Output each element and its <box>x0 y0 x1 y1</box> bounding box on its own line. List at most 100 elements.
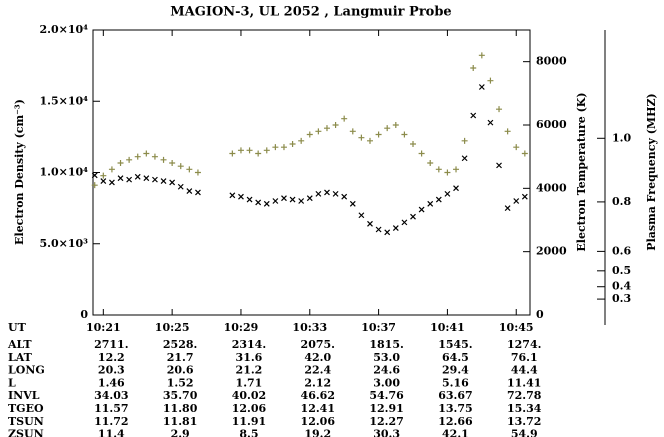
data-point <box>410 141 417 147</box>
table-cell: 72.78 <box>507 389 542 402</box>
data-point <box>487 119 494 126</box>
table-cell: 5.16 <box>442 376 469 389</box>
table-cell: 35.70 <box>163 389 198 402</box>
data-point <box>169 179 176 186</box>
table-cell: 29.4 <box>442 364 469 377</box>
data-point <box>367 220 373 227</box>
table-cell: 12.06 <box>232 402 267 415</box>
data-point <box>134 173 141 180</box>
data-point <box>461 155 468 162</box>
data-point <box>272 144 279 151</box>
table-cell: 11.41 <box>507 376 541 389</box>
data-point <box>349 200 356 207</box>
table-cell: 30.3 <box>373 428 400 437</box>
table-cell: 22.4 <box>304 364 331 377</box>
plot-frame <box>92 29 531 316</box>
data-point <box>375 226 382 233</box>
data-point <box>315 128 322 135</box>
data-point <box>152 176 158 183</box>
data-point <box>160 178 167 184</box>
data-point <box>324 189 330 196</box>
chart-title: MAGION-3, UL 2052 , Langmuir Probe <box>170 5 451 20</box>
x-tick-label: 10:45 <box>499 321 534 334</box>
table-cell: 1.71 <box>236 376 263 389</box>
table-cell: 1274. <box>507 338 541 351</box>
data-point <box>375 131 382 138</box>
data-point <box>246 147 253 154</box>
table-cell: 31.6 <box>236 351 263 364</box>
data-point <box>453 166 460 173</box>
data-point <box>298 137 305 144</box>
data-point <box>513 144 520 151</box>
data-point <box>521 193 528 200</box>
data-point <box>478 84 485 90</box>
data-point <box>410 213 416 220</box>
y3-tick-label: 0.4 <box>612 280 631 293</box>
y2-tick-label: 8000 <box>536 55 567 68</box>
data-point <box>306 131 313 138</box>
table-cell: 19.2 <box>304 428 331 437</box>
y-tick-label: 5.0×10³ <box>40 237 89 250</box>
x-tick-label: 10:37 <box>361 321 396 334</box>
data-point <box>289 196 296 203</box>
table-cell: 1.46 <box>98 376 125 389</box>
data-point <box>496 162 502 169</box>
y3-tick-label: 0.3 <box>612 292 631 305</box>
data-point <box>521 150 528 157</box>
data-point <box>194 169 201 176</box>
y-tick-label: 0 <box>80 308 88 321</box>
data-point <box>143 150 150 157</box>
table-cell: 12.66 <box>438 415 473 428</box>
data-point <box>358 134 365 141</box>
data-point <box>315 190 322 197</box>
data-point <box>341 115 348 122</box>
table-label: TSUN <box>8 415 44 428</box>
data-point <box>117 160 124 166</box>
data-point <box>306 195 313 202</box>
table-label: LONG <box>8 364 45 377</box>
data-point <box>229 192 236 199</box>
data-point <box>108 166 115 173</box>
data-point <box>100 172 107 179</box>
data-point <box>444 169 451 176</box>
table-cell: 11.72 <box>94 415 128 428</box>
table-cell: 34.03 <box>94 389 128 402</box>
data-point <box>281 195 287 202</box>
data-point <box>117 175 124 182</box>
data-point <box>392 122 399 128</box>
table-cell: 12.91 <box>369 402 403 415</box>
table-cell: 11.57 <box>94 402 128 415</box>
data-point <box>100 178 107 184</box>
table-label: ZSUN <box>8 428 44 437</box>
data-point <box>384 125 391 132</box>
table-cell: 12.41 <box>301 402 335 415</box>
data-point <box>427 200 434 207</box>
data-point <box>195 189 201 196</box>
data-point <box>392 225 399 231</box>
data-point <box>263 200 270 207</box>
table-cell: 12.06 <box>301 415 336 428</box>
table-cell: 40.02 <box>232 389 266 402</box>
table-cell: 53.0 <box>373 351 400 364</box>
y2-tick-label: 6000 <box>536 118 567 131</box>
table-cell: 76.1 <box>511 351 538 364</box>
data-point <box>358 212 365 219</box>
data-point <box>332 122 339 128</box>
table-cell: 2.9 <box>171 428 190 437</box>
table-cell: 1815. <box>369 338 403 351</box>
data-point <box>298 198 305 204</box>
table-label: INVL <box>8 389 40 402</box>
data-point <box>126 156 133 163</box>
table-cell: 11.4 <box>98 428 125 437</box>
y3-tick-label: 1.0 <box>612 131 631 144</box>
data-point <box>341 193 348 200</box>
data-point <box>470 65 477 71</box>
data-point <box>109 179 115 186</box>
data-point <box>496 106 503 113</box>
table-cell: 64.5 <box>442 351 469 364</box>
data-point <box>272 198 279 204</box>
table-label: L <box>8 376 16 389</box>
data-point <box>91 182 98 189</box>
table-cell: 12.2 <box>98 351 125 364</box>
